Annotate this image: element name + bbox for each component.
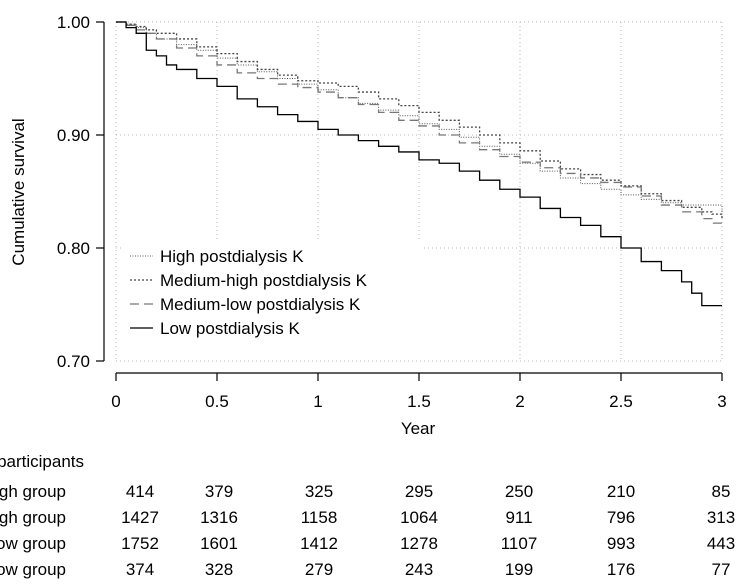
legend-label-0: High postdialysis K — [160, 247, 304, 266]
risk-cell-1-3: 1064 — [400, 508, 438, 527]
risk-cell-1-0: 1427 — [121, 508, 159, 527]
x-tick-label-2: 1 — [313, 392, 322, 411]
series-line-3 — [116, 21, 722, 307]
x-axis-title: Year — [401, 419, 436, 438]
risk-cell-2-4: 1107 — [501, 534, 538, 553]
risk-cell-0-0: 414 — [126, 482, 154, 501]
risk-cell-3-2: 279 — [305, 560, 333, 579]
x-ticks: 0 0.5 1 1.5 2 2.5 3 — [111, 373, 727, 411]
risk-cell-3-4: 199 — [505, 560, 533, 579]
risk-cell-2-0: 1752 — [121, 534, 159, 553]
risk-row-label-3: Low group — [0, 560, 66, 579]
risk-cell-0-2: 325 — [305, 482, 333, 501]
risk-cell-1-5: 796 — [607, 508, 635, 527]
risk-cell-2-3: 1278 — [400, 534, 438, 553]
legend-background — [124, 240, 424, 360]
y-tick-label-1: 0.80 — [57, 239, 90, 258]
risk-cell-0-5: 210 — [607, 482, 635, 501]
risk-cell-0-3: 295 — [405, 482, 433, 501]
risk-cell-2-1: 1601 — [200, 534, 238, 553]
series-lines — [116, 21, 723, 307]
y-tick-label-2: 0.90 — [57, 126, 90, 145]
risk-row-label-1: Medium-high group — [0, 508, 66, 527]
y-ticks: 0.70 0.80 0.90 1.00 — [57, 13, 104, 371]
y-tick-label-3: 1.00 — [57, 13, 90, 32]
legend-label-3: Low postdialysis K — [160, 319, 301, 338]
risk-cell-1-6: 313 — [707, 508, 735, 527]
legend-label-1: Medium-high postdialysis K — [160, 271, 368, 290]
risk-cell-0-1: 379 — [205, 482, 233, 501]
risk-cell-3-5: 176 — [607, 560, 635, 579]
x-tick-label-3: 1.5 — [407, 392, 431, 411]
risk-row-label-2: Medium-low group — [0, 534, 66, 553]
risk-cell-0-6: 85 — [712, 482, 731, 501]
risk-table-title: No. of participants — [0, 452, 84, 471]
y-axis-title: Cumulative survival — [9, 118, 28, 265]
series-line-2 — [116, 21, 723, 227]
risk-cell-2-5: 993 — [607, 534, 635, 553]
risk-cell-3-1: 328 — [205, 560, 233, 579]
risk-cell-3-6: 77 — [712, 560, 731, 579]
risk-cell-1-1: 1316 — [200, 508, 238, 527]
risk-cell-3-3: 243 — [405, 560, 433, 579]
legend: High postdialysis K Medium-high postdialy… — [124, 240, 424, 360]
x-tick-label-6: 3 — [717, 392, 726, 411]
risk-table: No. of participants High group 414 379 325 29… — [0, 452, 735, 579]
series-line-1 — [116, 21, 723, 219]
x-tick-label-1: 0.5 — [205, 392, 229, 411]
risk-cell-1-4: 911 — [505, 508, 532, 527]
legend-label-2: Medium-low postdialysis K — [160, 295, 361, 314]
risk-cell-3-0: 374 — [126, 560, 154, 579]
risk-cell-1-2: 1158 — [301, 508, 338, 527]
risk-cell-0-4: 250 — [505, 482, 533, 501]
risk-cell-2-6: 443 — [707, 534, 735, 553]
x-tick-label-5: 2.5 — [609, 392, 633, 411]
risk-row-label-0: High group — [0, 482, 66, 501]
risk-cell-2-2: 1412 — [300, 534, 338, 553]
x-tick-label-0: 0 — [111, 392, 120, 411]
y-tick-label-0: 0.70 — [57, 352, 90, 371]
x-tick-label-4: 2 — [515, 392, 524, 411]
